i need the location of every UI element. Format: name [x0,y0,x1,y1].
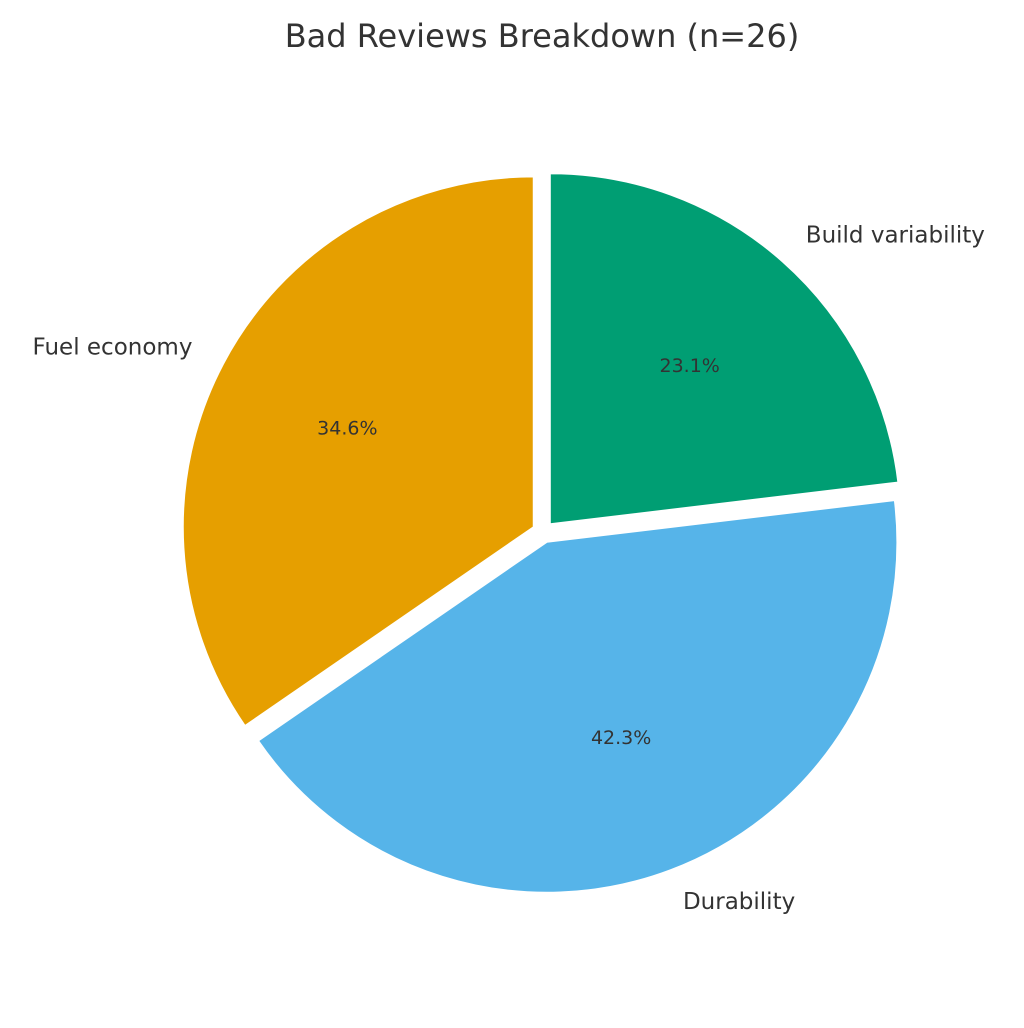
value-label: 34.6% [317,418,377,440]
pie-slice [182,176,534,727]
slice-label: Fuel economy [33,334,193,360]
value-label: 42.3% [591,727,651,749]
slice-label: Durability [683,889,795,915]
pie-slice [257,500,898,893]
chart-title: Bad Reviews Breakdown (n=26) [285,17,800,55]
pie-slice [549,173,899,525]
slice-label: Build variability [806,222,985,248]
value-label: 23.1% [659,355,719,377]
